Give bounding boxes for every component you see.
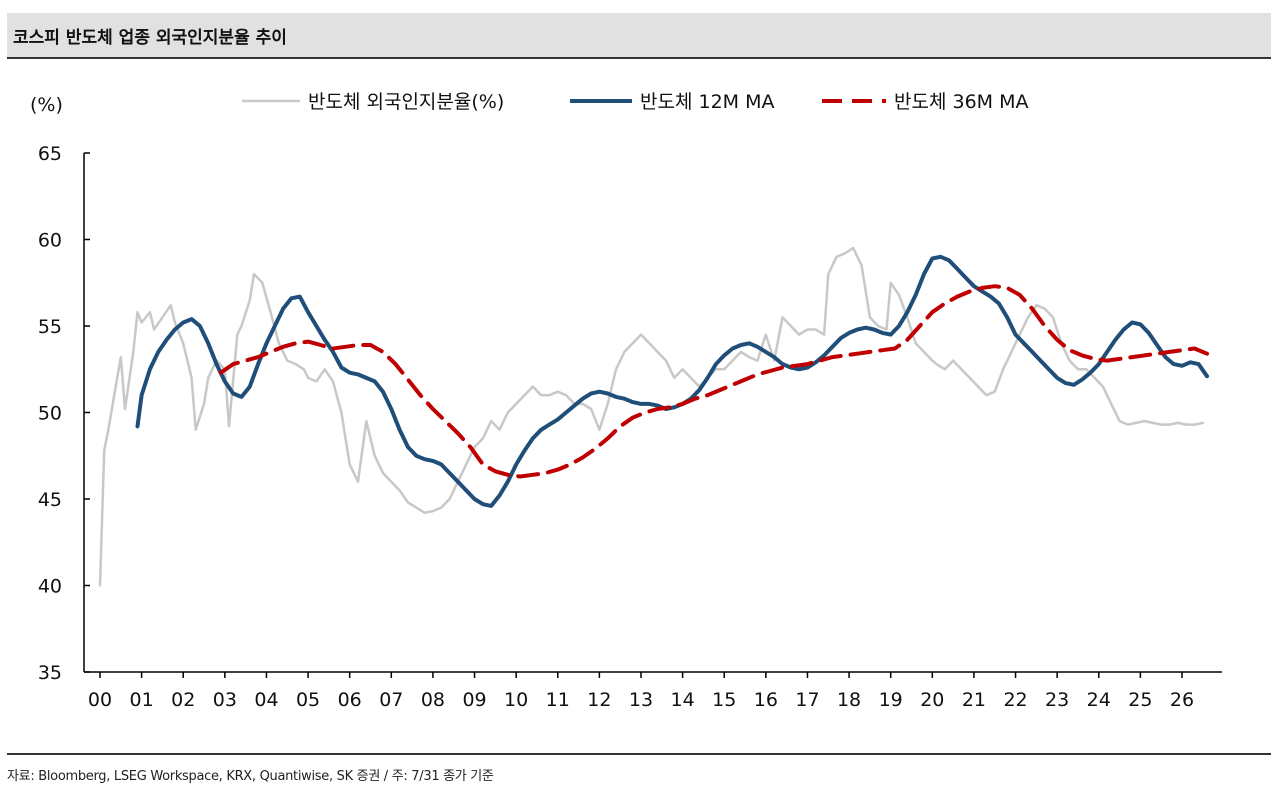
x-tick-label: 10: [504, 689, 528, 711]
y-tick-label: 55: [38, 316, 62, 338]
title-bar: 코스피 반도체 업종 외국인지분율 추이: [7, 13, 1271, 59]
x-tick-label: 19: [879, 689, 903, 711]
footer-divider: [7, 753, 1271, 755]
x-tick-label: 11: [546, 689, 570, 711]
y-axis-label: (%): [30, 94, 63, 116]
line-chart: 35 40 45 50 55 60 65 00 01 02 03 04 05 06 07 08 09 10 11 12…: [30, 91, 1222, 711]
x-tick-label: 22: [1003, 689, 1027, 711]
x-tick-label: 00: [88, 689, 112, 711]
y-tick-label: 40: [38, 576, 62, 598]
x-tick-label: 26: [1170, 689, 1194, 711]
y-tick-label: 50: [38, 403, 62, 425]
x-tick-label: 01: [130, 689, 154, 711]
x-tick-label: 21: [962, 689, 986, 711]
x-tick-label: 03: [213, 689, 237, 711]
series-line-3: [218, 284, 1209, 479]
x-tick-label: 14: [671, 689, 695, 711]
x-tick-label: 06: [338, 689, 362, 711]
x-tick-label: 13: [629, 689, 653, 711]
legend-label-3: 반도체 36M MA: [894, 91, 1028, 113]
x-tick-label: 09: [462, 689, 486, 711]
x-tick-label: 20: [920, 689, 944, 711]
x-tick-label: 16: [754, 689, 778, 711]
x-tick-label: 12: [587, 689, 611, 711]
legend-label-2: 반도체 12M MA: [640, 91, 774, 113]
x-tick-label: 17: [795, 689, 819, 711]
series-line-2: [135, 254, 1209, 508]
x-tick-label: 23: [1045, 689, 1069, 711]
y-tick-label: 35: [38, 662, 62, 684]
legend-label-1: 반도체 외국인지분율(%): [308, 91, 504, 113]
y-tick-label: 45: [38, 489, 62, 511]
y-tick-label: 60: [38, 230, 62, 252]
x-tick-label: 25: [1128, 689, 1152, 711]
series-line-1: [98, 246, 1205, 587]
source-note: 자료: Bloomberg, LSEG Workspace, KRX, Quan…: [7, 769, 494, 784]
x-tick-label: 24: [1087, 689, 1111, 711]
y-tick-label: 65: [38, 143, 62, 165]
x-tick-label: 04: [254, 689, 278, 711]
x-tick-label: 05: [296, 689, 320, 711]
x-tick-label: 02: [171, 689, 195, 711]
x-tick-label: 07: [379, 689, 403, 711]
x-tick-label: 15: [712, 689, 736, 711]
x-tick-label: 08: [421, 689, 445, 711]
chart-title: 코스피 반도체 업종 외국인지분율 추이: [13, 28, 287, 48]
x-tick-label: 18: [837, 689, 861, 711]
